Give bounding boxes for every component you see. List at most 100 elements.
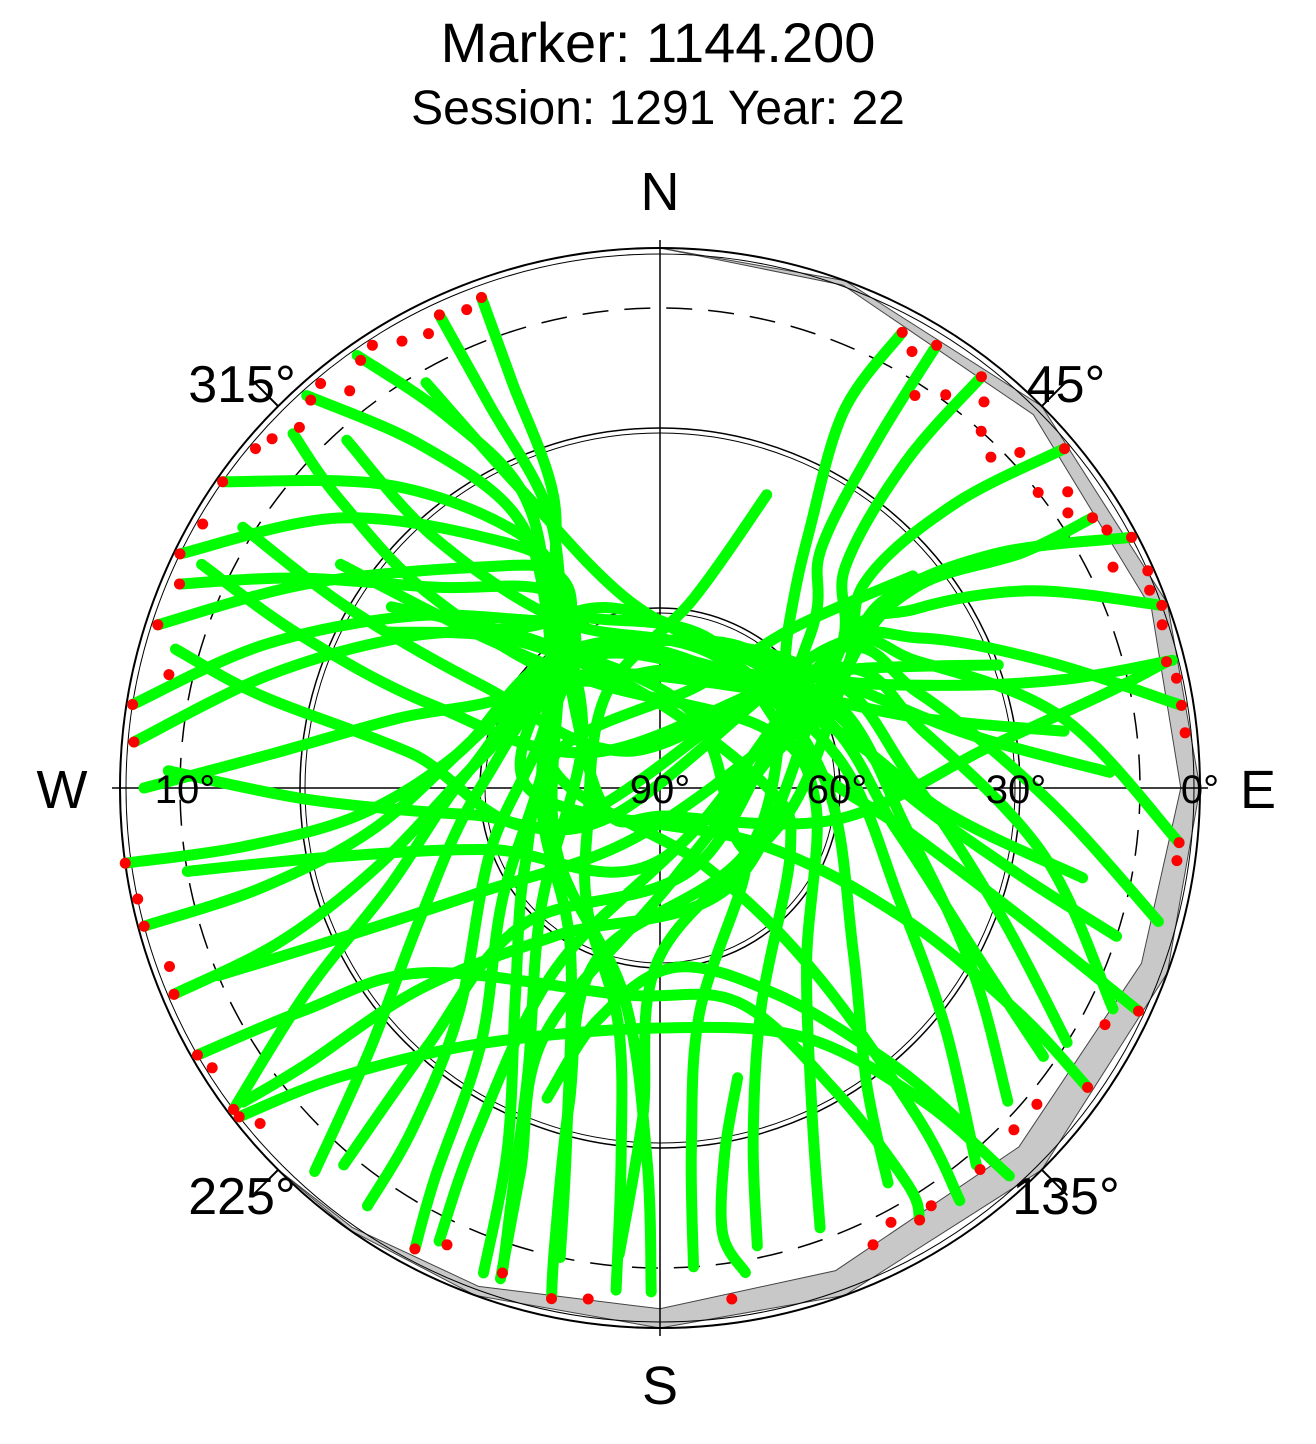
- low-elevation-point-47: [1133, 1005, 1144, 1017]
- low-elevation-point-75: [896, 326, 908, 338]
- satellite-track-8: [152, 559, 1094, 1093]
- low-elevation-point-31: [254, 1118, 266, 1129]
- low-elevation-point-21: [128, 736, 140, 748]
- low-elevation-point-9: [315, 378, 327, 389]
- satellite-track-39: [541, 961, 967, 1128]
- low-elevation-point-30: [233, 1111, 245, 1123]
- low-elevation-point-44: [1031, 1098, 1043, 1110]
- azimuth-tick-135: [1041, 1169, 1069, 1197]
- azimuth-label-45: 45°: [1027, 356, 1106, 414]
- satellite-track-19: [433, 443, 1070, 1247]
- elevation-label-30: 30°: [986, 768, 1047, 812]
- satellite-track-37: [228, 667, 1070, 1115]
- azimuth-label-135: 135°: [1012, 1168, 1120, 1226]
- satellite-track-15: [233, 1021, 1015, 1182]
- low-elevation-point-45: [1082, 1081, 1094, 1093]
- low-elevation-point-18: [152, 619, 164, 631]
- low-elevation-point-50: [1179, 727, 1191, 739]
- low-elevation-point-71: [940, 389, 952, 401]
- low-elevation-point-16: [174, 548, 186, 560]
- low-elevation-point-48: [1171, 855, 1183, 867]
- low-elevation-point-33: [441, 1239, 453, 1251]
- low-elevation-point-20: [127, 699, 139, 710]
- low-elevation-point-3: [433, 309, 445, 321]
- low-elevation-point-28: [206, 1062, 218, 1074]
- elevation-label-10: 10°: [155, 768, 216, 812]
- low-elevation-point-4: [423, 328, 434, 340]
- low-elevation-point-7: [355, 354, 367, 366]
- low-elevation-point-69: [978, 396, 990, 408]
- low-elevation-point-57: [1142, 565, 1154, 577]
- east-label: E: [1240, 760, 1276, 820]
- low-elevation-point-73: [931, 339, 943, 351]
- azimuth-tick-45: [1041, 379, 1069, 407]
- low-elevation-point-65: [1059, 443, 1070, 455]
- satellite-track-36: [309, 647, 1004, 1177]
- satellite-track-22: [237, 585, 1168, 1108]
- low-elevation-point-46: [1099, 1019, 1111, 1031]
- low-elevation-point-36: [582, 1293, 594, 1305]
- low-elevation-point-35: [546, 1293, 557, 1305]
- azimuth-tick-225: [251, 1169, 279, 1197]
- low-elevation-point-40: [914, 1214, 926, 1226]
- satellite-track-21: [613, 512, 1098, 1260]
- satellite-track-34: [579, 489, 773, 1296]
- west-label: W: [37, 760, 88, 820]
- low-elevation-point-6: [366, 339, 378, 351]
- satellite-track-26: [196, 558, 1119, 1015]
- chart-subtitle: Session: 1291 Year: 22: [411, 82, 905, 135]
- low-elevation-point-51: [1176, 699, 1187, 711]
- low-elevation-point-24: [138, 920, 150, 932]
- low-elevation-point-5: [396, 335, 408, 347]
- satellite-track-10: [128, 601, 1122, 942]
- low-elevation-point-19: [163, 669, 175, 681]
- south-label: S: [642, 1356, 678, 1416]
- low-elevation-point-12: [266, 433, 278, 445]
- low-elevation-points: [119, 292, 1191, 1305]
- low-elevation-point-58: [1107, 561, 1119, 573]
- low-elevation-point-60: [1101, 524, 1113, 536]
- low-elevation-point-68: [975, 425, 987, 437]
- satellite-track-20: [212, 531, 1137, 982]
- satellite-track-18: [495, 371, 987, 1285]
- low-elevation-point-74: [906, 346, 918, 357]
- low-elevation-point-10: [305, 394, 317, 406]
- low-elevation-point-70: [975, 371, 987, 383]
- low-elevation-point-23: [132, 893, 144, 905]
- low-elevation-point-8: [344, 385, 356, 397]
- satellite-track-16: [546, 326, 908, 1305]
- low-elevation-point-49: [1173, 837, 1185, 849]
- low-elevation-point-63: [1062, 486, 1074, 498]
- azimuth-label-225: 225°: [188, 1168, 296, 1226]
- low-elevation-point-32: [409, 1243, 421, 1255]
- satellite-track-33: [385, 601, 753, 1273]
- azimuth-tick-315: [251, 379, 279, 407]
- low-elevation-point-59: [1126, 531, 1137, 543]
- low-elevation-point-11: [293, 421, 305, 433]
- low-elevation-point-14: [217, 476, 229, 488]
- satellite-track-35: [478, 570, 919, 1279]
- low-elevation-point-56: [1144, 584, 1156, 596]
- low-elevation-point-2: [461, 304, 473, 316]
- low-elevation-point-15: [197, 518, 209, 530]
- low-elevation-point-17: [174, 578, 185, 590]
- satellite-track-38: [138, 640, 1089, 884]
- low-elevation-point-42: [974, 1164, 986, 1175]
- elevation-label-0: 0°: [1181, 768, 1219, 812]
- low-elevation-point-54: [1156, 619, 1168, 631]
- low-elevation-point-39: [885, 1216, 897, 1228]
- low-elevation-point-37: [726, 1293, 738, 1305]
- low-elevation-point-66: [1014, 447, 1026, 458]
- low-elevation-point-26: [168, 988, 180, 1000]
- north-label: N: [641, 162, 680, 222]
- low-elevation-point-67: [985, 451, 997, 463]
- low-elevation-point-43: [1008, 1124, 1020, 1136]
- low-elevation-point-22: [119, 857, 131, 869]
- low-elevation-point-62: [1062, 507, 1074, 519]
- satellite-track-32: [384, 626, 797, 1252]
- elevation-label-60: 60°: [807, 768, 868, 812]
- satellite-track-17: [338, 339, 943, 1171]
- low-elevation-point-27: [192, 1049, 203, 1061]
- low-elevation-point-72: [909, 390, 921, 401]
